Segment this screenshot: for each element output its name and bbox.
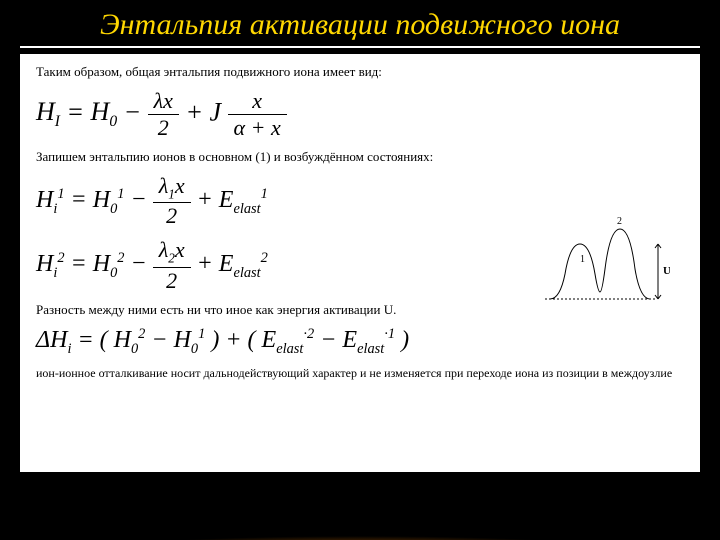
f3-p2a: Eelast·2: [262, 327, 315, 353]
formula-1: HI = H0 − λx 2 + J x α + x: [36, 88, 684, 141]
f3-p2b: Eelast·1: [342, 327, 395, 353]
formula-3: ΔHi = ( H02 − H01 ) + ( Eelast·2 − Eelas…: [36, 326, 684, 358]
slide-title: Энтальпия активации подвижного иона: [0, 0, 720, 46]
intro-text: Таким образом, общая энтальпия подвижног…: [36, 64, 684, 80]
f1-r1: H0: [91, 97, 118, 126]
f2a-tail: Eelast1: [219, 187, 268, 213]
f1-mid: J: [210, 97, 222, 126]
energy-diagram: 1 2 U: [540, 214, 670, 314]
bottom-text: ион-ионное отталкивание носит дальнодейс…: [36, 366, 684, 381]
f2b-r1: H02: [93, 251, 125, 277]
f2b-tail: Eelast2: [219, 251, 268, 277]
diagram-label-u: U: [663, 265, 670, 277]
content-area: Таким образом, общая энтальпия подвижног…: [20, 54, 700, 472]
f1-frac2: x α + x: [228, 88, 287, 141]
f2a-r1: H01: [93, 187, 125, 213]
middle-text: Запишем энтальпию ионов в основном (1) и…: [36, 149, 684, 165]
f3-p1a: H02: [114, 327, 146, 353]
glow-effect: [0, 500, 720, 540]
f2b-frac: λ2x 2: [153, 237, 191, 293]
f2a-lhs: Hi1: [36, 187, 65, 213]
diagram-label-1: 1: [580, 254, 585, 265]
f2b-lhs: Hi2: [36, 251, 65, 277]
f3-lhs: ΔHi: [36, 327, 71, 353]
diagram-label-2: 2: [617, 216, 622, 227]
f2a-frac: λ1x 2: [153, 173, 191, 229]
f1-frac1: λx 2: [148, 88, 179, 141]
f3-p1b: H01: [174, 327, 206, 353]
diagram-curve: [550, 229, 650, 299]
title-underline: [20, 46, 700, 48]
f1-lhs: HI: [36, 97, 60, 126]
